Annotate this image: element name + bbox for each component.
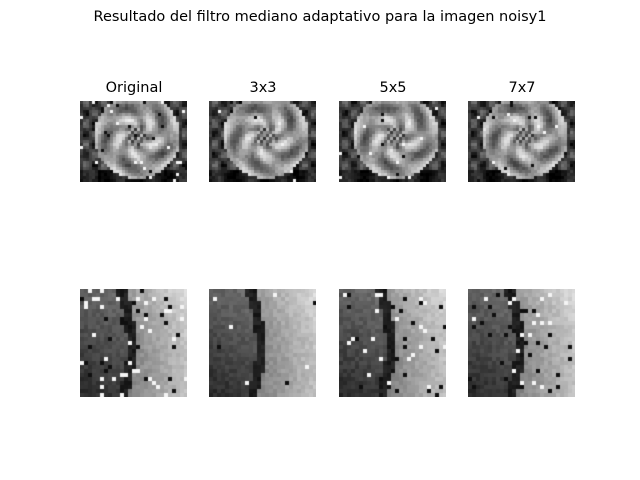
rose-original-image (80, 101, 187, 182)
closeup-7x7-image (468, 289, 575, 397)
column-title-7x7: 7x7 (508, 80, 536, 96)
closeup-original-image (80, 289, 187, 397)
column-title-3x3: 3x3 (249, 80, 277, 96)
closeup-3x3-image (209, 289, 316, 397)
closeup-5x5-image (339, 289, 446, 397)
rose-3x3-image (209, 101, 316, 182)
column-title-original: Original (105, 80, 163, 96)
figure-title: Resultado del filtro mediano adaptativo … (93, 9, 547, 25)
column-title-5x5: 5x5 (379, 80, 407, 96)
rose-5x5-image (339, 101, 446, 182)
rose-7x7-image (468, 101, 575, 182)
